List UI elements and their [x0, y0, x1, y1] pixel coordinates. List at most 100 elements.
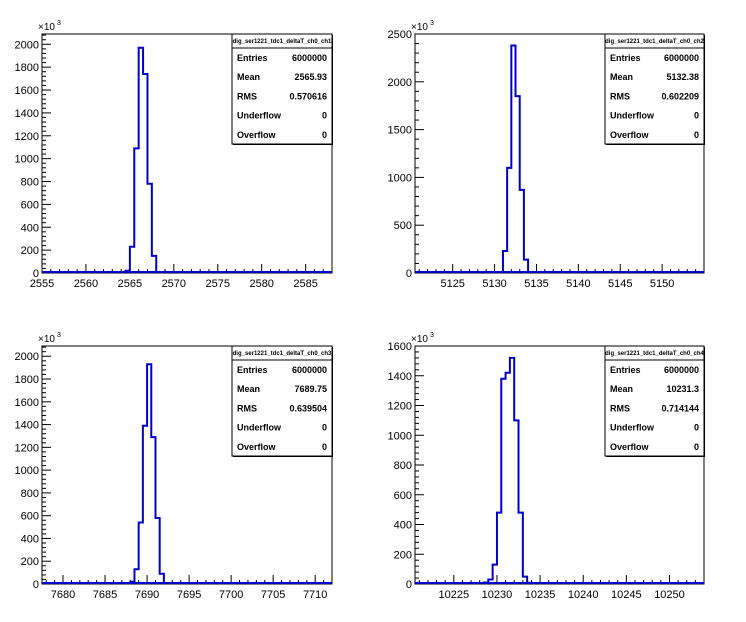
- x-tick-label: 7690: [135, 589, 159, 601]
- stats-value: 0: [694, 442, 699, 452]
- x-tick-label: 2580: [249, 278, 273, 290]
- x-tick-label: 2560: [74, 278, 98, 290]
- stats-value: 0.570616: [289, 91, 327, 101]
- y-tick-label: 2000: [15, 351, 39, 363]
- x-tick-label: 5125: [440, 278, 464, 290]
- y-tick-label: 1400: [15, 420, 39, 432]
- x-tick-label: 10245: [611, 589, 642, 601]
- y-tick-label: 1200: [15, 131, 39, 143]
- x-tick-label: 10230: [482, 589, 513, 601]
- x-tick-label: 5140: [566, 278, 590, 290]
- stats-label: RMS: [237, 403, 257, 413]
- histogram-panel-4: ×10 3 0 200 400 600 800 1000 1200 1400 1600 10225 10…: [388, 332, 705, 601]
- y-tick-label: 0: [33, 579, 39, 591]
- stats-value: 6000000: [292, 365, 327, 375]
- y-tick-label: 2500: [388, 29, 412, 41]
- stats-value: 0: [322, 423, 327, 433]
- stats-value: 6000000: [664, 53, 699, 63]
- stats-value: 0: [694, 130, 699, 140]
- stats-value: 6000000: [292, 53, 327, 63]
- stats-label: Underflow: [237, 111, 282, 121]
- stats-value: 0: [322, 442, 327, 452]
- y-tick-label: 200: [21, 556, 39, 568]
- x-tick-label: 7705: [261, 589, 285, 601]
- stats-box: dig_ser1221_tdc1_deltaT_ch0_ch4 Entries 60…: [604, 345, 705, 457]
- stats-label: Overflow: [237, 130, 277, 140]
- stats-value: 0: [322, 111, 327, 121]
- y-tick-label: 200: [394, 549, 412, 561]
- y-multiplier-label: ×10: [411, 334, 428, 345]
- y-tick-label: 400: [394, 520, 412, 532]
- y-tick-label: 1000: [388, 172, 412, 184]
- stats-label: Underflow: [610, 111, 655, 121]
- stats-value: 0.714144: [661, 403, 699, 413]
- x-tick-label: 2565: [118, 278, 142, 290]
- stats-label: Mean: [237, 384, 260, 394]
- y-tick-label: 1500: [388, 125, 412, 137]
- histogram-panel-3: ×10 3 0 200 400 600 800 1000 1200 1400 1600 1800 200…: [15, 332, 333, 601]
- stats-label: Overflow: [237, 442, 277, 452]
- stats-title: dig_ser1221_tdc1_deltaT_ch0_ch2: [605, 39, 704, 45]
- stats-value: 0: [694, 423, 699, 433]
- stats-title: dig_ser1221_tdc1_deltaT_ch0_ch3: [233, 351, 332, 357]
- stats-label: Underflow: [237, 423, 282, 433]
- stats-value: 6000000: [664, 365, 699, 375]
- stats-value: 10231.3: [666, 384, 699, 394]
- histogram-outline: [124, 46, 162, 274]
- x-tick-label: 7695: [177, 589, 201, 601]
- x-tick-label: 2575: [206, 278, 230, 290]
- histogram-panel-1: ×10 3 0 200 400 600 800 1000 1200 1400 1600 1800 200…: [15, 20, 333, 290]
- y-tick-label: 1800: [15, 374, 39, 386]
- stats-label: Overflow: [610, 130, 650, 140]
- y-tick-label: 1200: [15, 442, 39, 454]
- x-tick-label: 10240: [568, 589, 599, 601]
- x-tick-label: 7710: [303, 589, 327, 601]
- y-multiplier-label: ×10: [38, 334, 55, 345]
- y-tick-label: 500: [394, 220, 412, 232]
- y-tick-label: 400: [21, 222, 39, 234]
- stats-value: 0: [694, 111, 699, 121]
- y-tick-label: 400: [21, 533, 39, 545]
- stats-label: Entries: [610, 53, 641, 63]
- x-tick-label: 7700: [219, 589, 243, 601]
- stats-value: 0.639504: [289, 403, 327, 413]
- y-tick-label: 1000: [15, 154, 39, 166]
- y-tick-label: 600: [394, 490, 412, 502]
- y-tick-label: 1400: [15, 108, 39, 120]
- x-tick-label: 5135: [524, 278, 548, 290]
- stats-label: Entries: [610, 365, 641, 375]
- stats-value: 7689.75: [294, 384, 327, 394]
- stats-box-frame: [231, 33, 333, 145]
- stats-box-frame: [604, 345, 705, 457]
- y-tick-label: 2000: [388, 77, 412, 89]
- y-tick-label: 600: [21, 199, 39, 211]
- y-multiplier-exponent: 3: [57, 20, 61, 27]
- x-tick-label: 2570: [162, 278, 186, 290]
- x-tick-label: 2585: [293, 278, 317, 290]
- x-tick-label: 7680: [51, 589, 75, 601]
- y-tick-label: 1600: [15, 397, 39, 409]
- stats-label: Overflow: [610, 442, 650, 452]
- y-tick-label: 800: [21, 177, 39, 189]
- stats-title: dig_ser1221_tdc1_deltaT_ch0_ch1: [233, 39, 332, 45]
- x-tick-label: 2555: [30, 278, 54, 290]
- y-tick-label: 1200: [388, 401, 412, 413]
- y-tick-label: 1800: [15, 62, 39, 74]
- x-tick-label: 7685: [93, 589, 117, 601]
- y-tick-label: 0: [33, 268, 39, 280]
- stats-box: dig_ser1221_tdc1_deltaT_ch0_ch3 Entries 60…: [231, 345, 333, 457]
- stats-label: Underflow: [610, 423, 655, 433]
- y-tick-label: 0: [406, 268, 412, 280]
- y-tick-label: 1600: [388, 341, 412, 353]
- y-multiplier-exponent: 3: [430, 332, 434, 339]
- x-tick-label: 10250: [654, 589, 685, 601]
- y-tick-label: 600: [21, 511, 39, 523]
- x-tick-label: 10235: [525, 589, 556, 601]
- y-tick-label: 2000: [15, 39, 39, 51]
- x-tick-label: 5150: [650, 278, 674, 290]
- histogram-outline: [497, 44, 534, 274]
- y-tick-label: 800: [21, 488, 39, 500]
- stats-box: dig_ser1221_tdc1_deltaT_ch0_ch1 Entries 60…: [231, 33, 333, 145]
- histogram-panel-2: ×10 3 0 500 1000 1500 2000 2500 5125 5130 5135 5140…: [388, 20, 705, 290]
